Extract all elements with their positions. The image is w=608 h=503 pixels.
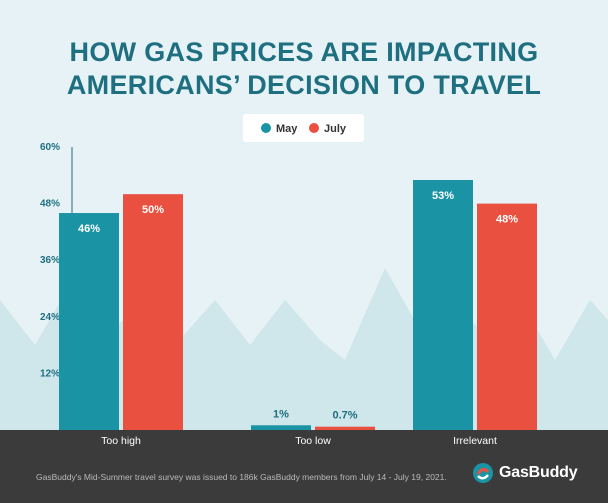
legend-may-label: May xyxy=(276,123,298,135)
legend-july-label: July xyxy=(324,123,347,135)
category-label: Irrelevant xyxy=(453,435,497,447)
data-label-july-2: 48% xyxy=(496,214,518,226)
category-label: Too high xyxy=(101,435,141,447)
bar-july-1 xyxy=(315,426,375,430)
bar-may-0 xyxy=(59,213,119,430)
data-label-may-2: 53% xyxy=(432,190,454,202)
legend-may-marker xyxy=(261,123,271,133)
chart-title-line-1: HOW GAS PRICES ARE IMPACTING xyxy=(69,37,539,67)
data-label-july-1: 0.7% xyxy=(332,410,357,422)
y-tick-label: 24% xyxy=(40,312,60,323)
data-label-may-1: 1% xyxy=(273,408,289,420)
category-label: Too low xyxy=(295,435,331,447)
legend: May July xyxy=(243,114,364,142)
legend-july-marker xyxy=(309,123,319,133)
data-label-may-0: 46% xyxy=(78,223,100,235)
y-tick-label: 12% xyxy=(40,368,60,379)
chart-title-line-2: AMERICANS’ DECISION TO TRAVEL xyxy=(66,70,542,100)
gasbuddy-logo-icon xyxy=(473,463,493,483)
bar-july-2 xyxy=(477,203,537,430)
category-axis-labels: Too high Too low Irrelevant xyxy=(101,435,497,447)
chart-title: HOW GAS PRICES ARE IMPACTING AMERICANS’ … xyxy=(0,36,608,102)
bar-may-1 xyxy=(251,425,311,430)
brand-name: GasBuddy xyxy=(499,464,578,481)
brand-lockup: GasBuddy xyxy=(472,462,578,484)
bar-may-2 xyxy=(413,180,473,430)
survey-footnote: GasBuddy's Mid-Summer travel survey was … xyxy=(36,472,447,482)
bar-july-0 xyxy=(123,194,183,430)
y-tick-label: 60% xyxy=(40,142,60,153)
footer-bar xyxy=(0,430,608,503)
y-tick-label: 48% xyxy=(40,199,60,210)
data-label-july-0: 50% xyxy=(142,204,164,216)
y-tick-label: 36% xyxy=(40,255,60,266)
